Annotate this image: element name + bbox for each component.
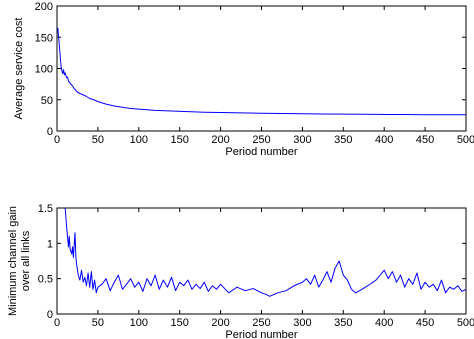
plot-frame [56,207,467,315]
x-tick-label: 200 [211,134,229,146]
x-tick-label: 500 [457,134,474,146]
x-tick-label: 150 [171,317,189,329]
x-tick-label: 50 [92,317,104,329]
x-tick-label: 400 [375,317,393,329]
x-tick-label: 500 [457,317,474,329]
x-tick-label: 450 [416,317,434,329]
series-line [57,27,466,116]
chart-2: 0 50 100 150 200 250 300 350 400 450 500 0 0.5 1 1.5 Pe… [7,203,474,339]
y-tick-label: 100 [35,64,53,76]
x-tick-label: 450 [416,134,434,146]
series-line [64,208,466,297]
x-tick-label: 300 [293,134,311,146]
x-tick-label: 350 [334,317,352,329]
x-tick-label: 400 [375,134,393,146]
x-tick-label: 200 [211,317,229,329]
y-tick-label: 200 [35,1,53,13]
x-tick-label: 50 [92,134,104,146]
y-tick-label: 50 [41,95,53,107]
x-tick-label: 100 [130,317,148,329]
x-tick-label: 250 [252,317,270,329]
y-axis-label-line: Minimum channel gain [7,206,19,316]
y-axis-label: Minimum channel gainover all links [7,206,32,316]
x-tick-label: 0 [54,134,60,146]
y-tick-label: 1.5 [38,203,53,215]
plot-frame [56,5,467,132]
chart-1: 0 50 100 150 200 250 300 350 400 450 500 0 50 100 150 2… [13,1,474,158]
x-axis-label: Period number [225,329,297,339]
y-tick-label: 1 [47,238,53,250]
x-tick-label: 300 [293,317,311,329]
x-tick-label: 250 [252,134,270,146]
y-tick-label: 150 [35,32,53,44]
y-tick-label: 0 [47,126,53,138]
x-tick-label: 0 [54,317,60,329]
x-axis-label: Period number [225,146,297,158]
x-tick-label: 350 [334,134,352,146]
y-axis-label: Average service cost [13,18,25,120]
y-tick-label: 0 [47,309,53,321]
y-axis-label-line: over all links [20,230,32,291]
x-tick-label: 100 [130,134,148,146]
x-tick-label: 150 [171,134,189,146]
y-tick-label: 0.5 [38,274,53,286]
